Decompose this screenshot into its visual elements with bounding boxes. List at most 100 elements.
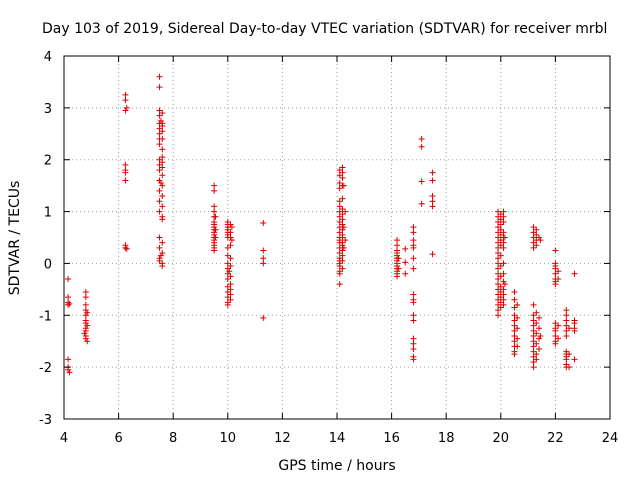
data-point	[82, 327, 89, 334]
y-tick-label: 0	[44, 257, 52, 272]
data-point	[336, 281, 343, 288]
data-point	[336, 263, 343, 270]
data-point	[156, 107, 163, 114]
data-point	[156, 73, 163, 80]
data-point	[566, 351, 573, 358]
y-tick-label: 4	[44, 50, 52, 65]
data-point	[227, 255, 234, 262]
data-point	[497, 252, 504, 259]
data-point	[339, 205, 346, 212]
data-point	[495, 234, 502, 241]
y-tick-label: 3	[44, 102, 52, 117]
data-point	[211, 247, 218, 254]
data-point	[429, 193, 436, 200]
data-point	[157, 252, 164, 259]
data-point	[84, 309, 91, 316]
data-point	[530, 333, 537, 340]
data-point	[82, 294, 89, 301]
data-point	[497, 304, 504, 311]
data-point	[395, 265, 402, 272]
data-point	[228, 224, 235, 231]
data-point	[156, 198, 163, 205]
data-point	[497, 288, 504, 295]
data-point	[336, 198, 343, 205]
data-point	[211, 187, 218, 194]
data-point	[511, 312, 518, 319]
y-tick-label: -2	[39, 361, 52, 376]
data-point	[156, 257, 163, 264]
data-point	[84, 338, 91, 345]
data-point	[224, 260, 231, 267]
y-tick-label: 2	[44, 154, 52, 169]
data-point	[429, 251, 436, 258]
data-point	[340, 182, 347, 189]
data-point	[555, 322, 562, 329]
data-point	[394, 273, 401, 280]
data-point	[227, 291, 234, 298]
data-point	[563, 333, 570, 340]
data-point	[336, 218, 343, 225]
data-point	[497, 226, 504, 233]
data-point	[159, 182, 166, 189]
x-tick-label: 14	[329, 431, 346, 446]
data-point	[495, 301, 502, 308]
data-point	[336, 185, 343, 192]
data-point	[495, 296, 502, 303]
data-point	[410, 265, 417, 272]
data-point	[159, 154, 166, 161]
data-point	[84, 322, 91, 329]
data-point	[339, 164, 346, 171]
data-point	[533, 351, 540, 358]
data-point	[514, 335, 521, 342]
data-point	[156, 177, 163, 184]
data-point	[495, 286, 502, 293]
data-point	[410, 237, 417, 244]
data-point	[500, 296, 507, 303]
data-point	[500, 244, 507, 251]
data-point	[65, 366, 72, 373]
data-point	[410, 244, 417, 251]
x-tick-label: 20	[493, 431, 510, 446]
data-point	[159, 164, 166, 171]
data-point	[159, 203, 166, 210]
data-point	[497, 263, 504, 270]
data-point	[571, 270, 578, 277]
data-point	[563, 327, 570, 334]
data-point	[336, 180, 343, 187]
data-point	[530, 317, 537, 324]
data-point	[536, 325, 543, 332]
chart-title: Day 103 of 2019, Sidereal Day-to-day VTE…	[42, 21, 607, 37]
data-point	[227, 281, 234, 288]
data-point	[571, 356, 578, 363]
data-point	[410, 229, 417, 236]
data-point	[530, 338, 537, 345]
data-point	[530, 364, 537, 371]
data-point	[227, 273, 234, 280]
data-point	[410, 255, 417, 262]
data-point	[260, 255, 267, 262]
x-tick-label: 22	[547, 431, 564, 446]
data-point	[339, 216, 346, 223]
data-point	[394, 242, 401, 249]
data-point	[260, 260, 267, 267]
data-point	[336, 270, 343, 277]
data-point	[511, 327, 518, 334]
data-point	[511, 304, 518, 311]
data-point	[514, 325, 521, 332]
data-point	[159, 128, 166, 135]
data-point	[227, 296, 234, 303]
data-point	[402, 270, 409, 277]
data-point	[395, 255, 402, 262]
data-point	[159, 239, 166, 246]
data-point	[552, 333, 559, 340]
data-point	[224, 244, 231, 251]
data-point	[410, 317, 417, 324]
data-point	[537, 237, 544, 244]
data-point	[123, 245, 130, 252]
data-point	[410, 299, 417, 306]
data-point	[495, 291, 502, 298]
data-point	[495, 260, 502, 267]
data-point	[533, 226, 540, 233]
data-point	[418, 143, 425, 150]
data-point	[260, 314, 267, 321]
